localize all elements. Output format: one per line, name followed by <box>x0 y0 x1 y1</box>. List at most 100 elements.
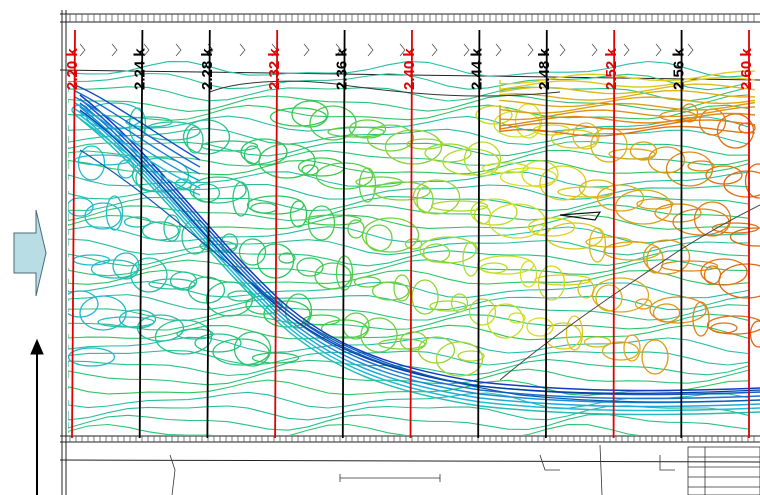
contour-line <box>393 274 411 302</box>
contour-line <box>154 319 213 355</box>
contour-line <box>614 189 673 225</box>
contour-line <box>143 121 201 141</box>
contour-line <box>68 269 749 286</box>
contour-line <box>499 167 558 187</box>
contour-line <box>233 331 272 367</box>
contour-line <box>729 227 760 247</box>
contour-line <box>365 224 393 252</box>
contour-line <box>527 217 576 237</box>
contour-line <box>342 312 370 340</box>
contour-line <box>74 114 201 196</box>
cross-section-line <box>206 29 211 439</box>
contour-line <box>68 128 749 146</box>
contour-line <box>251 352 300 364</box>
contour-line <box>258 143 316 179</box>
contour-line <box>373 181 431 201</box>
contour-line <box>68 238 749 256</box>
cross-section-line <box>409 29 413 439</box>
contour-line <box>652 303 681 323</box>
contour-line <box>68 197 94 217</box>
contour-line <box>118 309 157 329</box>
contour-line <box>499 112 756 127</box>
contour-line <box>450 293 469 313</box>
contour-line <box>647 146 686 174</box>
contour-line <box>545 222 604 250</box>
contour-line <box>601 341 640 361</box>
cross-section-label: 2.24 k <box>131 48 148 90</box>
contour-line <box>698 108 727 136</box>
contour-line <box>429 300 467 312</box>
contour-line <box>314 262 352 290</box>
contour-line <box>187 276 226 304</box>
contour-line <box>462 241 480 277</box>
contour-line <box>416 186 434 214</box>
contour-line <box>227 290 255 302</box>
contour-line <box>309 105 357 141</box>
contour-line <box>749 320 760 348</box>
contour-line <box>269 107 328 127</box>
contour-line <box>537 265 566 301</box>
contour-line <box>68 104 749 121</box>
contour-line <box>307 205 336 241</box>
contour-line <box>539 165 587 201</box>
contour-line <box>642 239 691 275</box>
cross-section-label: 2.36 k <box>334 48 351 90</box>
contour-line <box>693 201 732 237</box>
contour-line <box>654 203 702 223</box>
contour-line <box>304 214 362 226</box>
contour-line <box>220 233 239 253</box>
contour-line <box>623 334 641 362</box>
contour-line <box>360 317 398 353</box>
contour-line <box>565 315 584 351</box>
cross-sections: 2.20 k 2.24 k 2.28 k 2.32 k 2.36 k 2.40 k 2.44… <box>64 29 755 439</box>
contour-line <box>499 125 756 137</box>
contour-field <box>68 60 760 435</box>
cross-section-label: 2.28 k <box>199 48 216 90</box>
contour-line <box>68 313 749 331</box>
contour-line <box>692 301 710 337</box>
contour-line <box>72 254 111 266</box>
contour-line <box>680 103 699 123</box>
contour-line <box>361 217 420 253</box>
contour-line <box>112 252 140 280</box>
contour-line <box>353 276 382 288</box>
contour-line <box>508 312 526 324</box>
contour-line <box>687 160 715 172</box>
contour-line <box>419 236 477 264</box>
contour-line <box>79 94 760 392</box>
contour-line <box>649 296 707 324</box>
levee-hatching <box>69 14 755 442</box>
contour-line <box>186 126 204 154</box>
contour-line <box>499 96 756 108</box>
contour-line <box>588 227 607 263</box>
contour-line <box>79 102 760 400</box>
contour-line <box>544 322 582 350</box>
contour-line <box>68 204 749 222</box>
contour-line <box>499 106 756 121</box>
contour-line <box>194 333 242 353</box>
cross-section-label: 2.44 k <box>468 48 485 90</box>
contour-line <box>430 200 489 212</box>
bank-line <box>209 80 561 97</box>
contour-line <box>499 101 756 114</box>
contour-line <box>636 198 674 210</box>
cross-section-label: 2.20 k <box>64 48 81 90</box>
contour-line <box>130 257 168 293</box>
flow-direction-arrow-icon <box>13 209 47 297</box>
contour-line <box>68 347 116 367</box>
contour-line <box>278 252 296 264</box>
contour-line <box>412 179 461 215</box>
cross-section-label: 2.52 k <box>603 48 620 90</box>
contour-line <box>182 119 231 155</box>
contour-line <box>141 221 180 241</box>
contour-line <box>700 258 748 286</box>
contour-line <box>744 163 760 199</box>
north-arrow-icon <box>30 338 44 495</box>
contour-line <box>470 198 518 226</box>
cross-section-label: 2.32 k <box>266 48 283 90</box>
contour-line <box>68 140 749 157</box>
contour-line <box>79 110 760 408</box>
cross-section-line <box>477 29 481 439</box>
contour-line <box>358 167 377 203</box>
contour-line <box>79 114 760 412</box>
